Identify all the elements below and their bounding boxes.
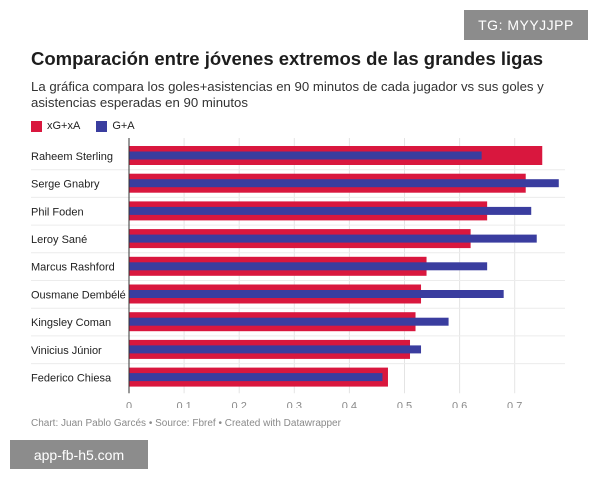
category-label: Leroy Sané xyxy=(31,234,87,246)
x-tick-label: 0.5 xyxy=(397,400,412,408)
bar-g-a xyxy=(129,373,383,382)
legend-item-ga: G+A xyxy=(96,120,135,132)
bar-g-a xyxy=(129,206,532,215)
chart-subtitle: La gráfica compara los goles+asistencias… xyxy=(31,79,544,110)
category-label: Phil Foden xyxy=(31,206,84,218)
category-label: Serge Gnabry xyxy=(31,179,100,191)
bar-g-a xyxy=(129,317,449,326)
category-label: Vinicius Júnior xyxy=(31,345,102,357)
chart-footer: Chart: Juan Pablo Garcés • Source: Fbref… xyxy=(31,418,341,429)
bar-g-a xyxy=(129,345,422,354)
category-label: Ousmane Dembélé xyxy=(31,289,126,301)
category-label: Kingsley Coman xyxy=(31,317,111,329)
bar-g-a xyxy=(129,290,504,298)
x-tick-label: 0.1 xyxy=(176,400,191,408)
x-tick-label: 0.2 xyxy=(232,400,247,408)
category-label: Raheem Sterling xyxy=(31,151,113,163)
legend-label-xg: xG+xA xyxy=(47,120,81,132)
bar-g-a xyxy=(129,179,559,188)
x-tick-label: 0.6 xyxy=(452,400,467,408)
chart-legend: xG+xA G+A xyxy=(31,120,135,132)
x-tick-label: 0.7 xyxy=(507,400,522,408)
legend-swatch-ga xyxy=(96,120,108,132)
watermark-bottom: app-fb-h5.com xyxy=(10,440,148,469)
x-tick-label: 0.3 xyxy=(287,400,302,408)
watermark-top: TG: MYYJJPP xyxy=(464,10,588,40)
chart-title: Comparación entre jóvenes extremos de la… xyxy=(31,48,544,69)
x-tick-label: 0.4 xyxy=(342,400,357,408)
legend-swatch-xg xyxy=(31,120,42,132)
category-label: Federico Chiesa xyxy=(31,372,112,384)
bar-g-a xyxy=(129,234,537,243)
legend-item-xg: xG+xA xyxy=(31,120,80,132)
legend-label-ga: G+A xyxy=(112,120,135,132)
category-label: Marcus Rashford xyxy=(31,262,115,274)
bar-g-a xyxy=(129,151,482,160)
x-tick-label: 0 xyxy=(126,400,132,408)
bar-g-a xyxy=(129,262,488,271)
bar-chart: 0 0.1 0.2 0.3 0.4 0.5 0.6 0.7 Raheem Sterling Ser… xyxy=(31,138,565,408)
